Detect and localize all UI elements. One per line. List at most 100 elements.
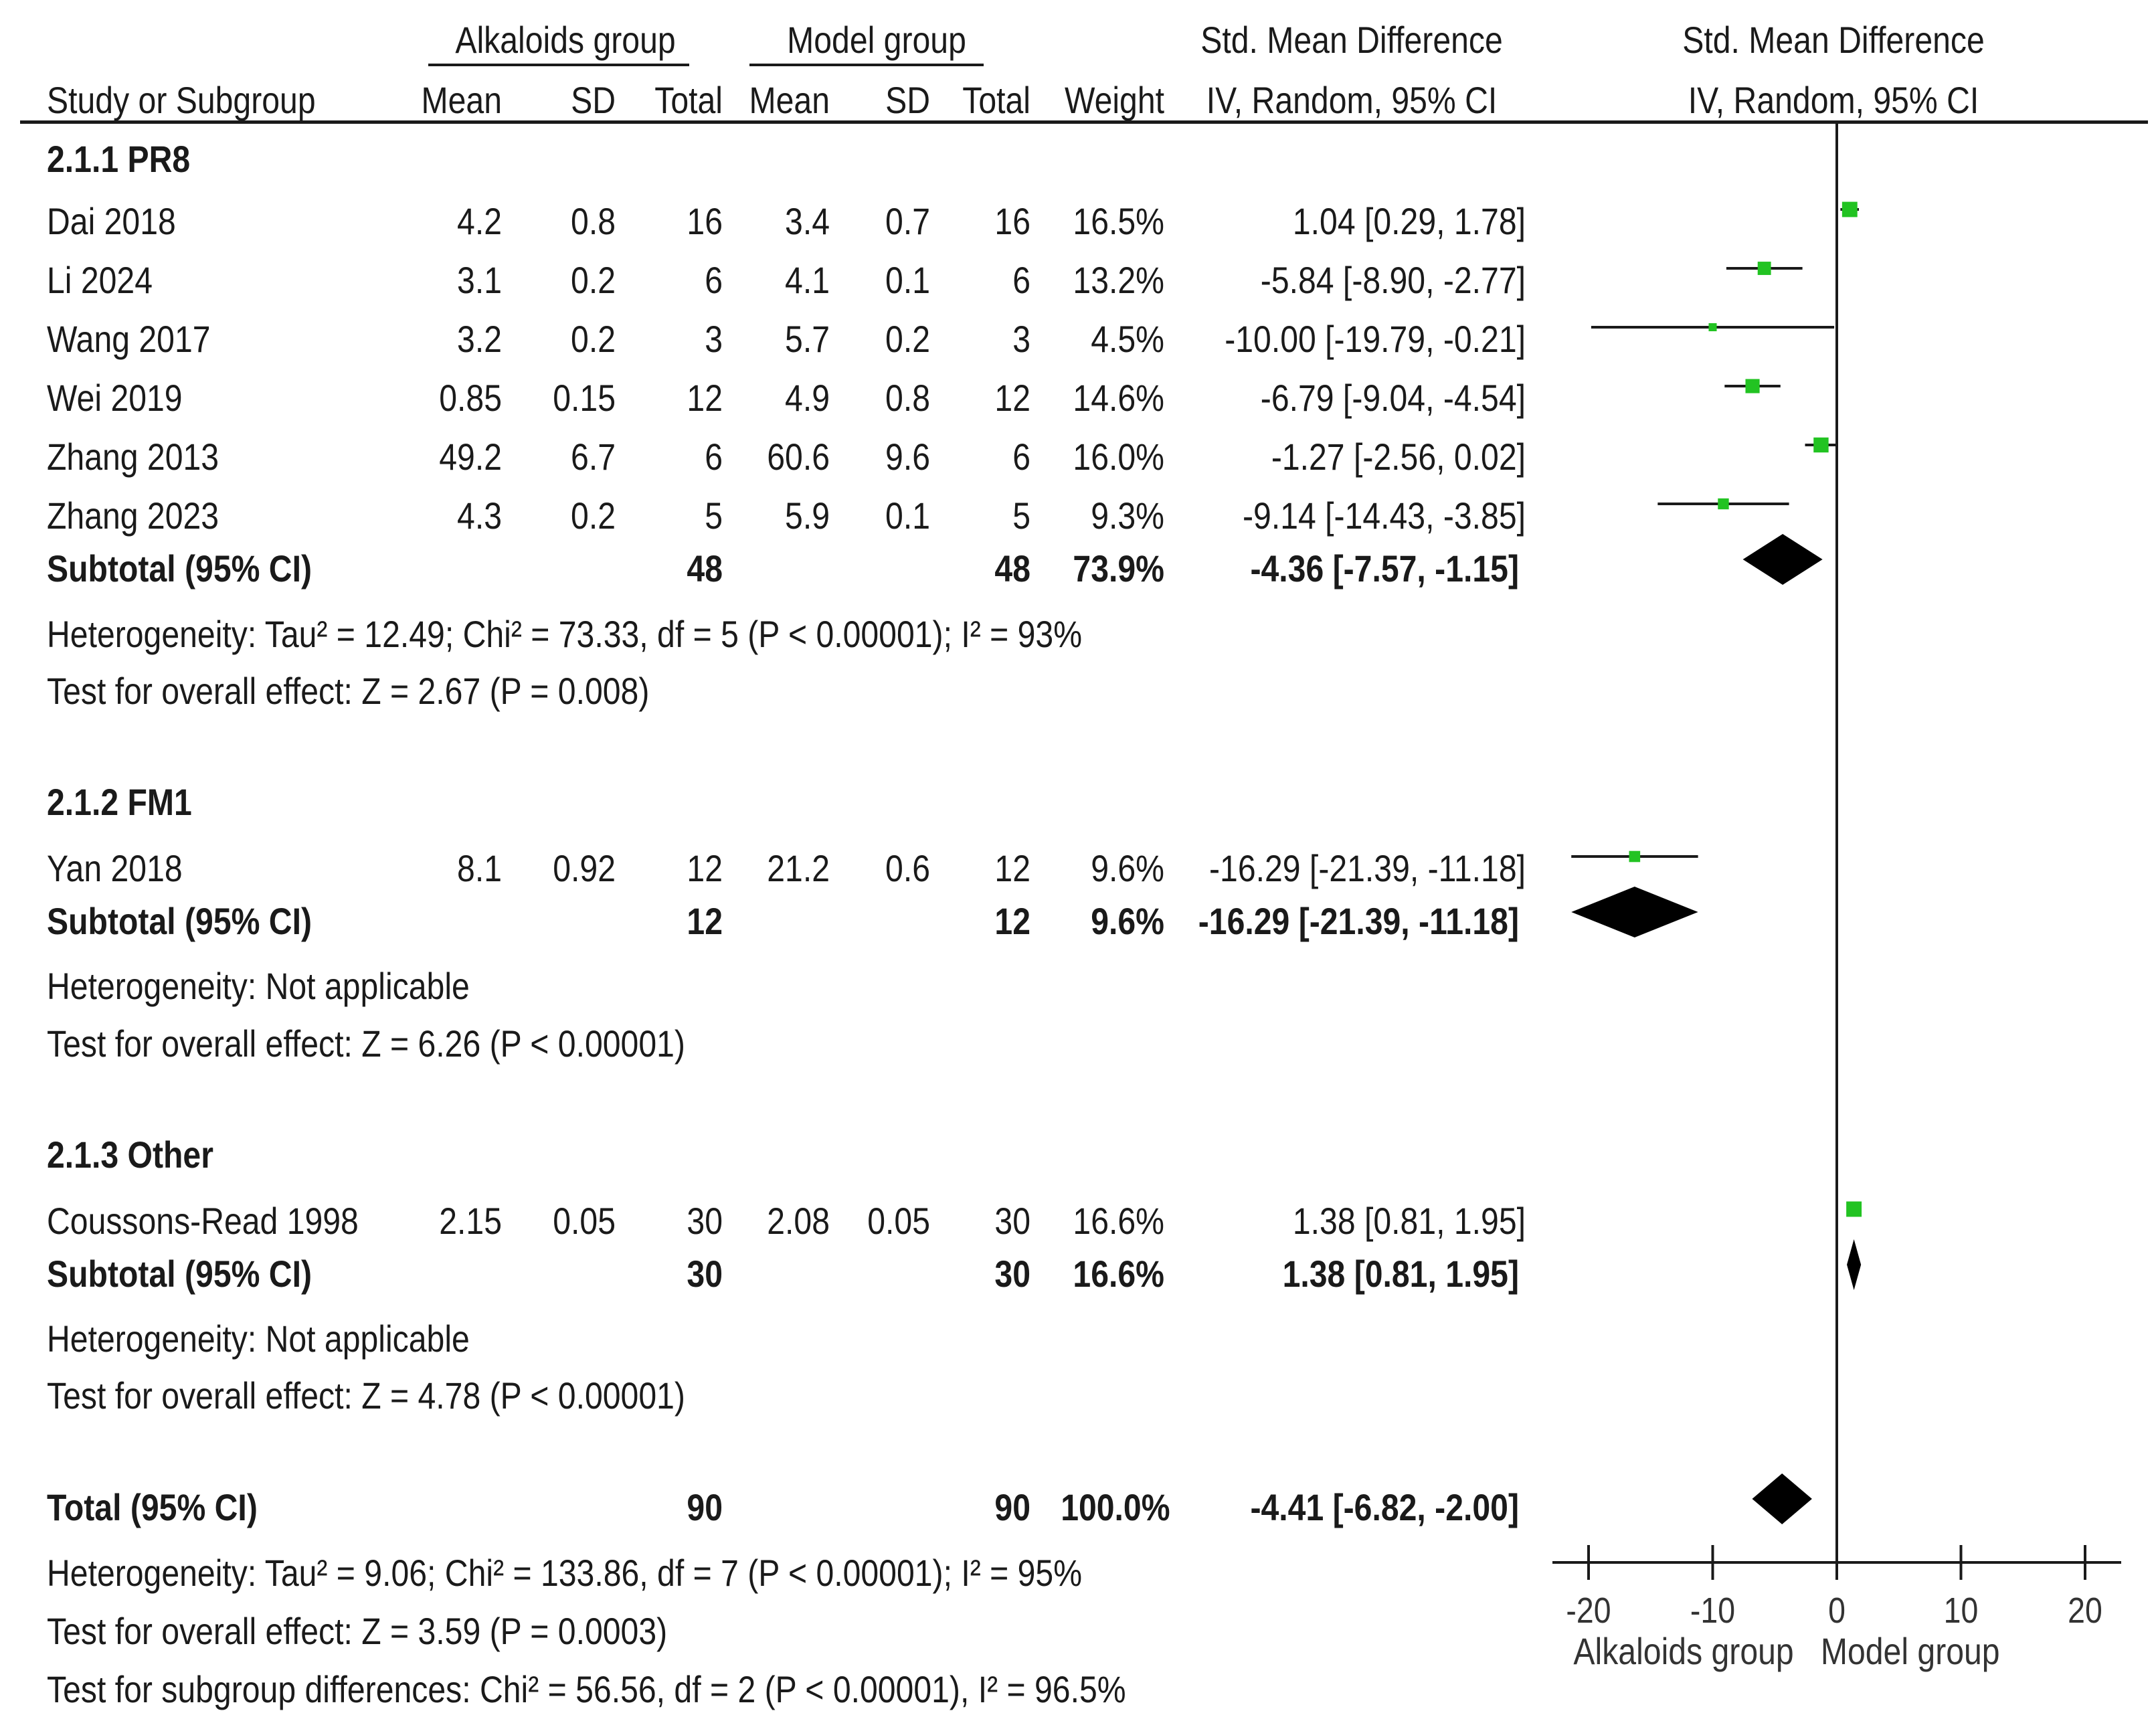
subtotal-label: Subtotal (95% CI) <box>47 900 312 942</box>
subgroup-differences-text: Test for subgroup differences: Chi² = 56… <box>47 1668 1126 1710</box>
subtotal-label: Subtotal (95% CI) <box>47 1253 312 1295</box>
study-ci: -16.29 [-21.39, -11.18] <box>1209 847 1526 889</box>
study-n2: 16 <box>994 200 1030 242</box>
overall-effect-text: Test for overall effect: Z = 4.78 (P < 0… <box>47 1374 685 1417</box>
subtotal-n2: 48 <box>994 547 1030 590</box>
total-overall-effect-text: Test for overall effect: Z = 3.59 (P = 0… <box>47 1610 668 1652</box>
subgroup-title: 2.1.2 FM1 <box>47 781 192 823</box>
study-sd1: 0.2 <box>571 318 616 360</box>
x-tick-label: 20 <box>2068 1590 2102 1631</box>
study-sd1: 0.2 <box>571 259 616 301</box>
study-marker <box>1757 262 1771 275</box>
subtotal-label: Subtotal (95% CI) <box>47 547 312 590</box>
study-sd2: 9.6 <box>885 436 930 478</box>
col-study: Study or Subgroup <box>47 79 316 121</box>
study-name: Dai 2018 <box>47 200 176 242</box>
header-group2: Model group <box>787 19 966 61</box>
subtotal-weight: 73.9% <box>1073 547 1164 590</box>
study-marker <box>1629 850 1641 863</box>
study-n1: 12 <box>687 377 723 419</box>
col-mean2: Mean <box>749 79 830 121</box>
study-marker <box>1745 379 1760 393</box>
subtotal-ci: 1.38 [0.81, 1.95] <box>1282 1253 1519 1295</box>
subgroup-title: 2.1.3 Other <box>47 1134 213 1176</box>
study-mean2: 2.08 <box>767 1200 830 1242</box>
axis-direction-labels: Alkaloids group Model group <box>1505 1633 2069 1670</box>
study-sd2: 0.05 <box>867 1200 930 1242</box>
total-n2: 90 <box>994 1486 1030 1528</box>
subtotal-diamond <box>1571 887 1698 937</box>
study-mean1: 49.2 <box>439 436 502 478</box>
study-marker <box>1841 201 1858 217</box>
x-tick-label: -20 <box>1566 1590 1611 1631</box>
study-mean1: 3.2 <box>457 318 502 360</box>
col-weight: Weight <box>1064 79 1164 121</box>
col-mean1: Mean <box>421 79 502 121</box>
total-label: Total (95% CI) <box>47 1486 258 1528</box>
study-n2: 3 <box>1012 318 1030 360</box>
study-weight: 13.2% <box>1073 259 1164 301</box>
col-sd2: SD <box>885 79 930 121</box>
study-mean1: 4.3 <box>457 494 502 537</box>
subtotal-n1: 30 <box>687 1253 723 1295</box>
subtotal-n2: 30 <box>994 1253 1030 1295</box>
col-total2: Total <box>962 79 1030 121</box>
study-n1: 3 <box>705 318 723 360</box>
subtotal-diamond <box>1847 1239 1862 1290</box>
study-weight: 9.6% <box>1091 847 1164 889</box>
study-mean2: 4.9 <box>785 377 830 419</box>
study-sd1: 6.7 <box>571 436 616 478</box>
study-marker <box>1708 323 1717 332</box>
study-mean1: 4.2 <box>457 200 502 242</box>
subtotal-weight: 16.6% <box>1073 1253 1164 1295</box>
study-mean1: 0.85 <box>439 377 502 419</box>
subtotal-diamond <box>1742 534 1823 585</box>
header-rule <box>20 120 2148 124</box>
axis-label-gap <box>1794 1630 1821 1672</box>
study-marker <box>1813 437 1829 453</box>
group2-underline <box>749 64 984 66</box>
group1-underline <box>428 64 689 66</box>
subtotal-n1: 48 <box>687 547 723 590</box>
study-n1: 6 <box>705 259 723 301</box>
study-ci: 1.38 [0.81, 1.95] <box>1292 1200 1526 1242</box>
study-name: Zhang 2013 <box>47 436 219 478</box>
study-sd2: 0.1 <box>885 494 930 537</box>
study-mean2: 5.7 <box>785 318 830 360</box>
study-n2: 12 <box>994 847 1030 889</box>
header-plot-title: Std. Mean Difference <box>1682 19 1985 61</box>
axis-right-label: Model group <box>1820 1630 2000 1672</box>
total-ci: -4.41 [-6.82, -2.00] <box>1250 1486 1519 1528</box>
study-ci: -5.84 [-8.90, -2.77] <box>1260 259 1526 301</box>
study-sd1: 0.8 <box>571 200 616 242</box>
study-name: Coussons-Read 1998 <box>47 1200 359 1242</box>
study-mean2: 60.6 <box>767 436 830 478</box>
study-name: Yan 2018 <box>47 847 183 889</box>
x-tick-label: 0 <box>1828 1590 1846 1631</box>
study-mean2: 21.2 <box>767 847 830 889</box>
study-n2: 5 <box>1012 494 1030 537</box>
study-n1: 30 <box>687 1200 723 1242</box>
study-ci: 1.04 [0.29, 1.78] <box>1292 200 1526 242</box>
study-weight: 16.0% <box>1073 436 1164 478</box>
study-sd1: 0.92 <box>553 847 616 889</box>
study-name: Wei 2019 <box>47 377 183 419</box>
col-sd1: SD <box>571 79 616 121</box>
subtotal-weight: 9.6% <box>1091 900 1164 942</box>
study-weight: 9.3% <box>1091 494 1164 537</box>
study-mean2: 3.4 <box>785 200 830 242</box>
header-group1: Alkaloids group <box>455 19 676 61</box>
study-sd2: 0.1 <box>885 259 930 301</box>
study-n2: 6 <box>1012 259 1030 301</box>
total-heterogeneity-text: Heterogeneity: Tau² = 9.06; Chi² = 133.8… <box>47 1552 1083 1594</box>
overall-effect-text: Test for overall effect: Z = 6.26 (P < 0… <box>47 1022 685 1065</box>
total-diamond <box>1752 1473 1812 1524</box>
subtotal-ci: -4.36 [-7.57, -1.15] <box>1250 547 1519 590</box>
study-weight: 16.6% <box>1073 1200 1164 1242</box>
study-mean2: 4.1 <box>785 259 830 301</box>
study-marker <box>1718 498 1729 510</box>
axis-left-label: Alkaloids group <box>1573 1630 1794 1672</box>
heterogeneity-text: Heterogeneity: Not applicable <box>47 1318 470 1360</box>
study-sd1: 0.2 <box>571 494 616 537</box>
